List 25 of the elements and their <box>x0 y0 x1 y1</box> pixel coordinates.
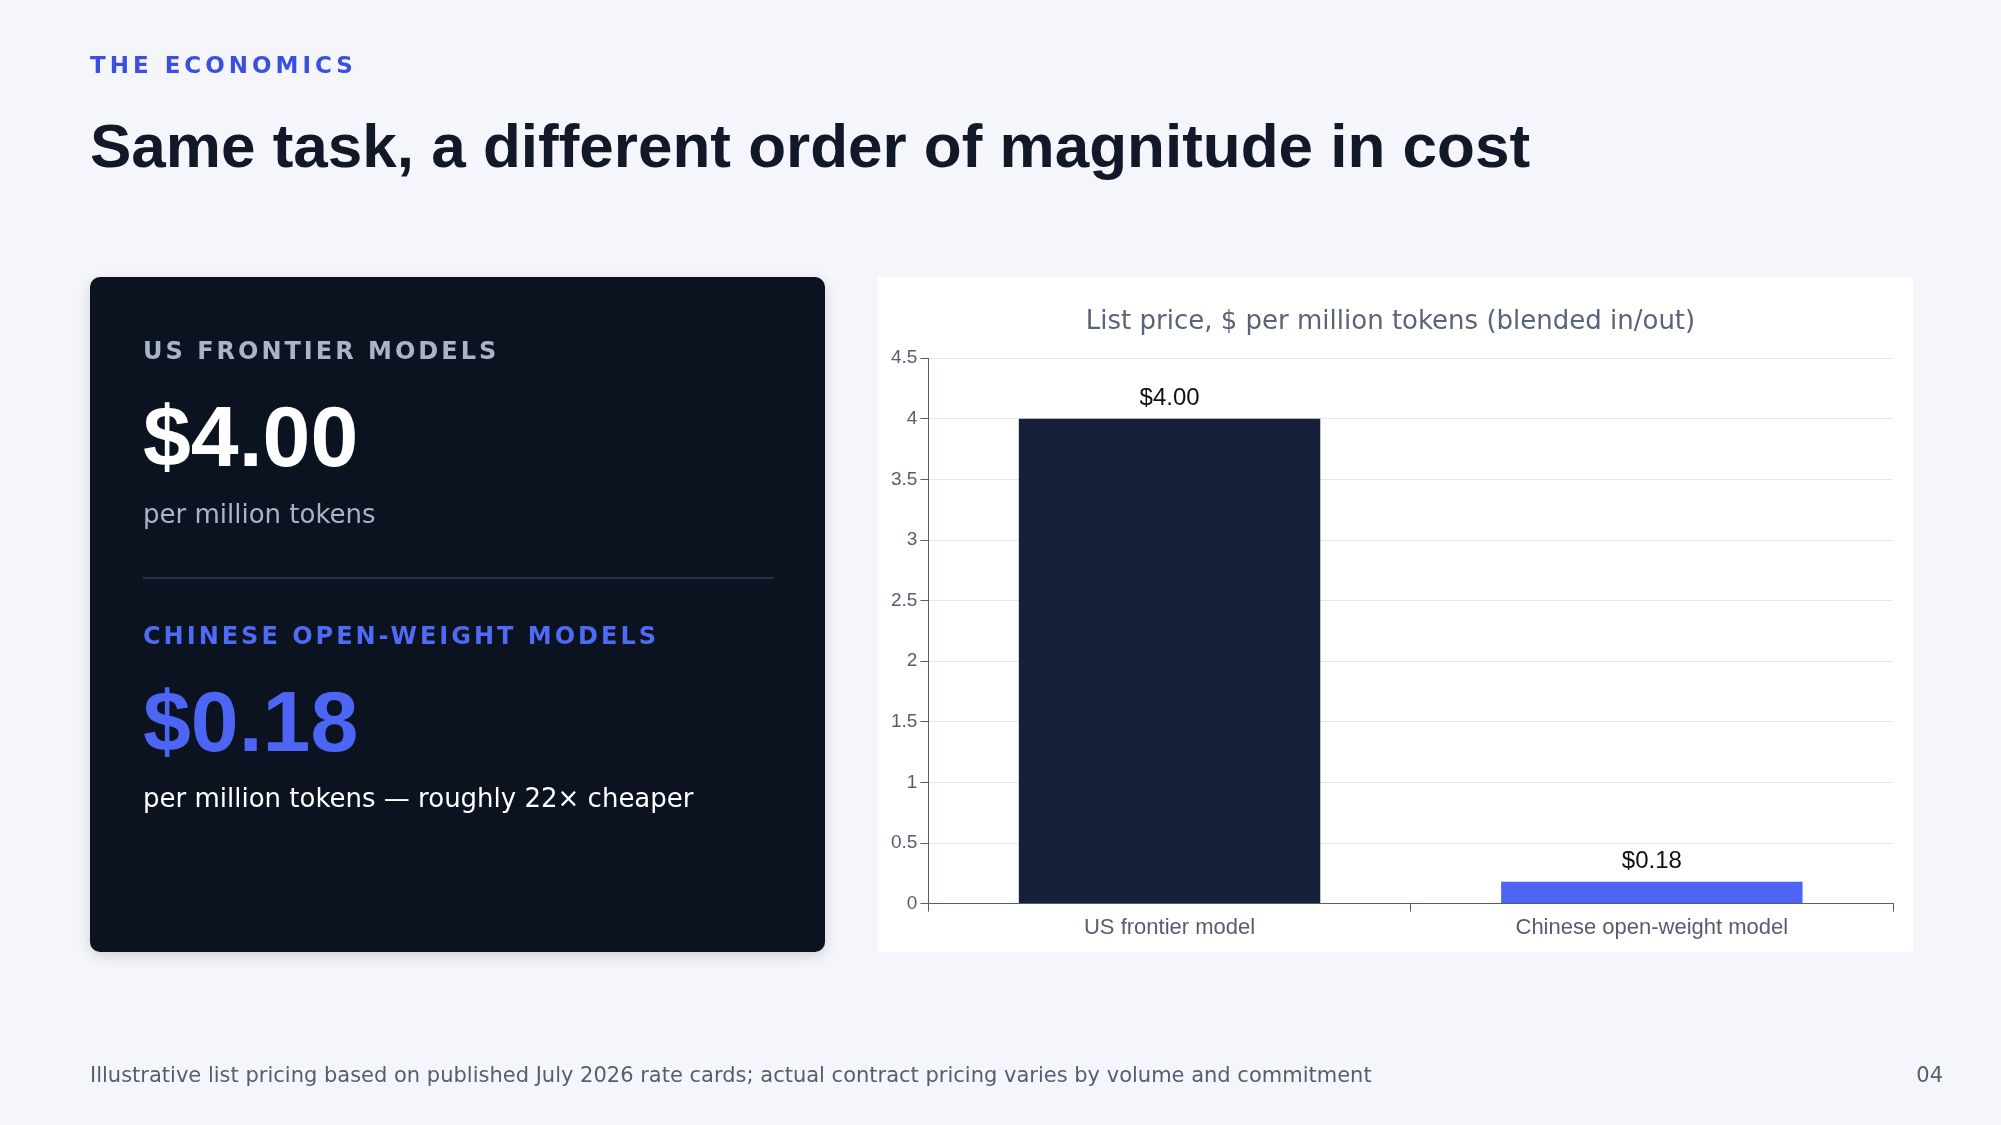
chart-title: List price, $ per million tokens (blended in/out) <box>1085 305 1696 336</box>
y-tick-label: 0 <box>906 891 918 913</box>
text: THE ECONOMICS <box>90 52 357 78</box>
y-tick-label: 2 <box>906 649 918 671</box>
y-tick-label: 4.5 <box>890 346 918 368</box>
text: $4.00 <box>143 387 359 486</box>
y-tick-label: 3 <box>906 528 918 550</box>
text: Illustrative list pricing based on published July 2026 rate cards; actual contract pricing varies by volume and commitment <box>90 1063 1372 1087</box>
text: Same task, a different order of magnitude in cost <box>90 110 1531 181</box>
data-label: $4.00 <box>1139 383 1200 411</box>
y-tick-label: 1 <box>906 770 918 792</box>
x-tick-label: Chinese open-weight model <box>1515 913 1789 939</box>
text: per million tokens <box>143 499 376 529</box>
y-tick-label: 0.5 <box>890 831 918 853</box>
y-tick-label: 2.5 <box>890 588 918 610</box>
y-tick-label: 4 <box>906 407 918 429</box>
y-tick-label: 3.5 <box>890 467 918 489</box>
data-label: $0.18 <box>1621 846 1682 874</box>
text: CHINESE OPEN-WEIGHT MODELS <box>143 622 659 650</box>
x-tick-label: US frontier model <box>1083 913 1256 939</box>
text: 04 <box>1916 1063 1943 1087</box>
text: per million tokens — roughly 22× cheaper <box>143 783 694 813</box>
y-tick-label: 1.5 <box>890 710 918 732</box>
text: US FRONTIER MODELS <box>143 337 500 365</box>
text: $0.18 <box>143 672 359 771</box>
